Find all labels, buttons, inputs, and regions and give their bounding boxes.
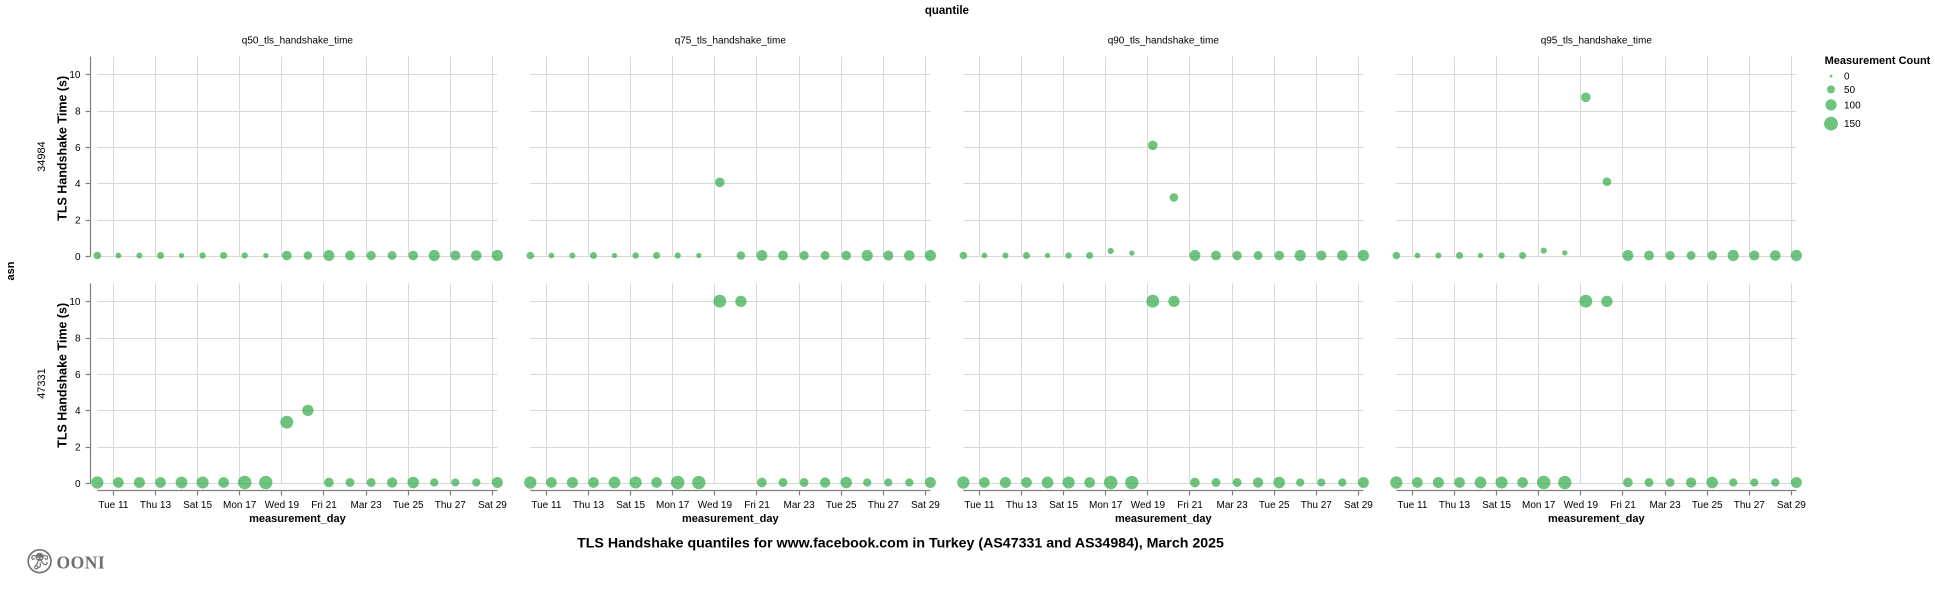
svg-text:asn: asn [5,261,17,280]
svg-text:Tue 25: Tue 25 [1259,500,1290,511]
svg-text:Mon 17: Mon 17 [1089,500,1123,511]
svg-text:Mon 17: Mon 17 [1522,500,1556,511]
svg-text:Fri 21: Fri 21 [1610,500,1636,511]
svg-text:10: 10 [69,70,81,81]
svg-text:Sat 29: Sat 29 [478,500,507,511]
svg-text:Thu 27: Thu 27 [1301,500,1333,511]
svg-text:10: 10 [69,297,81,308]
svg-text:2: 2 [75,443,81,454]
svg-text:TLS Handshake Time (s): TLS Handshake Time (s) [55,76,69,221]
svg-text:Sat 29: Sat 29 [1777,500,1806,511]
svg-text:Mar 23: Mar 23 [1650,500,1682,511]
svg-text:150: 150 [1844,119,1861,130]
svg-text:47331: 47331 [36,368,48,399]
svg-text:OONI: OONI [57,552,106,572]
svg-text:Mar 23: Mar 23 [1217,500,1249,511]
svg-text:quantile: quantile [925,5,969,17]
svg-text:measurement_day: measurement_day [682,513,779,525]
svg-text:Thu 13: Thu 13 [1439,500,1471,511]
svg-text:Tue 25: Tue 25 [1692,500,1723,511]
svg-text:2: 2 [75,216,81,227]
svg-text:Mar 23: Mar 23 [784,500,816,511]
svg-text:4: 4 [75,179,81,190]
svg-text:6: 6 [75,370,81,381]
svg-text:Sat 29: Sat 29 [911,500,940,511]
svg-text:Wed 19: Wed 19 [1131,500,1166,511]
svg-text:Sat 15: Sat 15 [1482,500,1511,511]
svg-text:50: 50 [1844,85,1856,96]
svg-text:Mon 17: Mon 17 [656,500,690,511]
svg-text:Wed 19: Wed 19 [698,500,733,511]
svg-text:6: 6 [75,143,81,154]
svg-text:q75_tls_handshake_time: q75_tls_handshake_time [675,35,787,46]
svg-text:TLS Handshake quantiles for ww: TLS Handshake quantiles for www.facebook… [577,535,1224,551]
svg-text:Sat 15: Sat 15 [1049,500,1078,511]
svg-text:34984: 34984 [36,141,48,172]
svg-text:TLS Handshake Time (s): TLS Handshake Time (s) [55,303,69,448]
svg-text:Thu 13: Thu 13 [1006,500,1038,511]
svg-text:8: 8 [75,107,81,118]
svg-text:100: 100 [1844,100,1861,111]
svg-text:Tue 11: Tue 11 [98,500,128,511]
svg-text:Thu 13: Thu 13 [140,500,172,511]
svg-text:Thu 13: Thu 13 [573,500,605,511]
svg-text:Tue 11: Tue 11 [964,500,994,511]
svg-text:measurement_day: measurement_day [1548,513,1645,525]
svg-text:0: 0 [75,479,81,490]
svg-text:Mar 23: Mar 23 [351,500,383,511]
svg-text:Thu 27: Thu 27 [868,500,900,511]
svg-text:Fri 21: Fri 21 [311,500,337,511]
svg-text:Sat 15: Sat 15 [183,500,212,511]
svg-text:Thu 27: Thu 27 [1734,500,1766,511]
svg-text:Tue 11: Tue 11 [531,500,561,511]
svg-text:Sat 29: Sat 29 [1344,500,1373,511]
svg-text:Tue 25: Tue 25 [826,500,857,511]
svg-text:Fri 21: Fri 21 [744,500,770,511]
svg-text:8: 8 [75,334,81,345]
svg-text:0: 0 [1844,72,1850,83]
svg-text:measurement_day: measurement_day [249,513,346,525]
svg-text:Wed 19: Wed 19 [265,500,300,511]
svg-text:q50_tls_handshake_time: q50_tls_handshake_time [242,35,354,46]
svg-text:Fri 21: Fri 21 [1177,500,1203,511]
svg-text:Thu 27: Thu 27 [435,500,467,511]
svg-text:Wed 19: Wed 19 [1564,500,1599,511]
svg-text:Mon 17: Mon 17 [223,500,257,511]
svg-text:Tue 11: Tue 11 [1397,500,1427,511]
svg-text:q90_tls_handshake_time: q90_tls_handshake_time [1108,35,1220,46]
svg-text:Tue 25: Tue 25 [393,500,424,511]
svg-text:0: 0 [75,252,81,263]
svg-text:Measurement Count: Measurement Count [1825,55,1931,67]
svg-text:q95_tls_handshake_time: q95_tls_handshake_time [1541,35,1653,46]
svg-text:Sat 15: Sat 15 [616,500,645,511]
svg-text:measurement_day: measurement_day [1115,513,1212,525]
svg-text:4: 4 [75,406,81,417]
